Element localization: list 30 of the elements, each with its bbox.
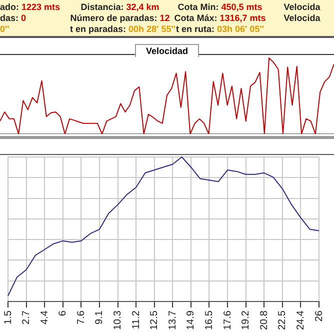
text: t en paradas: 00h 28' 55'' (70, 24, 176, 34)
x-tick-label: 17.6 (222, 310, 234, 330)
x-tick-label: 26 (314, 310, 325, 322)
text: Velocida (284, 2, 320, 12)
text: Número de paradas: 12 (70, 13, 170, 23)
x-tick-label: 16.5 (204, 310, 215, 330)
x-tick-label: 14.9 (186, 310, 197, 330)
x-tick-label: 6 (58, 310, 69, 316)
text: 0'' (0, 24, 10, 34)
x-tick-label: 1.5 (2, 310, 14, 324)
text: Cota Min: 450,5 mts (178, 2, 262, 12)
chart-title: Velocidad (135, 44, 199, 57)
text: das: 0 (0, 13, 26, 23)
x-tick-label: 24.4 (295, 310, 306, 330)
text: Distancia: 32,4 km (80, 2, 160, 12)
x-tick-label: 12.5 (149, 310, 160, 330)
text: ado: 1223 mts (0, 2, 60, 12)
text: Velocida (284, 13, 320, 23)
x-tick-label: 20.8 (258, 310, 270, 330)
x-tick-label: 9.1 (94, 310, 106, 324)
x-tick-label: 7.6 (76, 310, 87, 324)
x-tick-label: 19.2 (240, 310, 252, 330)
x-tick-label: 11.2 (130, 310, 142, 330)
text: t en ruta: 03h 06' 05'' (176, 24, 264, 34)
x-tick-label: 4.4 (39, 310, 50, 324)
x-tick-label: 10.3 (112, 310, 124, 330)
x-tick-label: 2.7 (21, 310, 32, 324)
x-tick-label: 13.7 (167, 310, 178, 330)
x-tick-label: 22.5 (277, 310, 288, 330)
text: Cota Máx: 1316,7 mts (174, 13, 266, 23)
